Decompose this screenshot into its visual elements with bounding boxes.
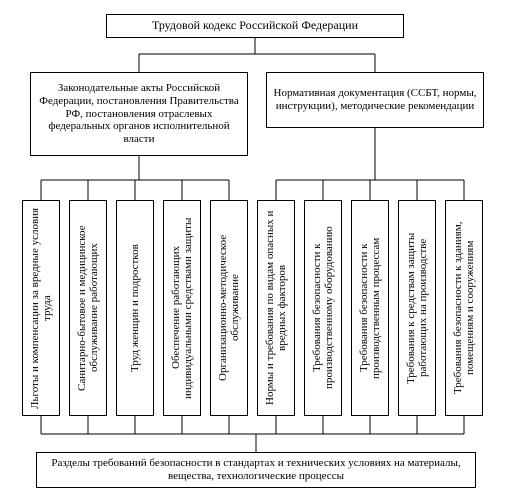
bottom-box: Разделы требований безопасности в станда… [36,452,476,488]
leaf-label: Требования к средствам защиты работающих… [405,205,429,411]
leaf-box: Требования к средствам защиты работающих… [398,200,436,416]
leaf-label: Требования безопасности к зданиям, помещ… [452,205,476,411]
leaf-box: Организационно-методическое обслуживание [210,200,248,416]
leaf-label: Требования безопасности к производственн… [311,205,335,411]
leaf-box: Труд женщин и подростков [116,200,154,416]
leaf-label: Льготы и компенсации за вредные условия … [29,205,53,411]
mid-left-box: Законодательные акты Российской Федераци… [30,72,248,156]
leaf-box: Требования безопасности к зданиям, помещ… [445,200,483,416]
diagram-canvas: Трудовой кодекс Российской Федерации Зак… [0,0,510,504]
mid-right-label: Нормативная документация (ССБТ, нормы, и… [271,87,479,112]
mid-right-box: Нормативная документация (ССБТ, нормы, и… [266,72,484,128]
leaf-label: Требования безопасности к производственн… [358,205,382,411]
leaf-box: Требования безопасности к производственн… [351,200,389,416]
leaf-label: Труд женщин и подростков [129,244,141,372]
top-box-label: Трудовой кодекс Российской Федерации [152,19,358,33]
leaf-box: Требования безопасности к производственн… [304,200,342,416]
leaf-box: Обеспечение работающих индивидуальными с… [163,200,201,416]
leaf-label: Обеспечение работающих индивидуальными с… [170,205,194,411]
mid-left-label: Законодательные акты Российской Федераци… [35,82,243,145]
leaf-label: Нормы и требования по видам опасных и вр… [264,205,288,411]
top-box: Трудовой кодекс Российской Федерации [106,14,404,38]
leaf-box: Льготы и компенсации за вредные условия … [22,200,60,416]
leaf-box: Нормы и требования по видам опасных и вр… [257,200,295,416]
leaf-label: Санитарно-бытовое и медицинское обслужив… [76,205,100,411]
leaf-box: Санитарно-бытовое и медицинское обслужив… [69,200,107,416]
leaf-label: Организационно-методическое обслуживание [217,205,241,411]
bottom-box-label: Разделы требований безопасности в станда… [41,457,471,482]
